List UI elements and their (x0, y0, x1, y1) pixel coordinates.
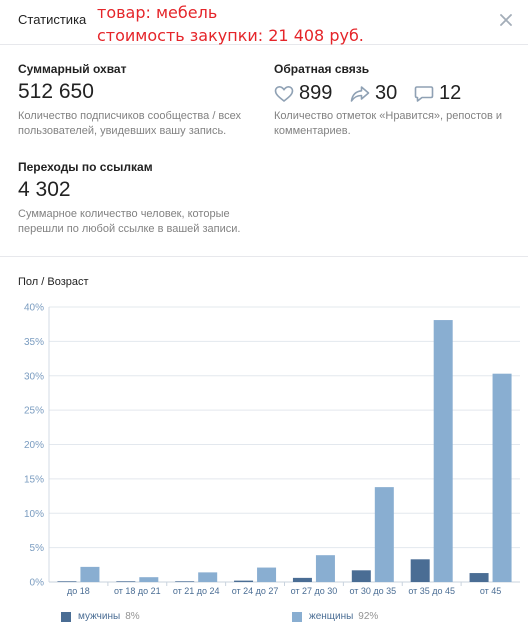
bar-women (374, 487, 394, 582)
x-tick-label: от 24 до 27 (232, 586, 279, 596)
x-tick-label: от 35 до 45 (408, 586, 455, 596)
bar-men (469, 573, 489, 582)
annotation-product: товар: мебель (97, 3, 218, 22)
y-tick-label: 40% (24, 303, 44, 314)
feedback-desc-line: Количество отметок «Нравится», репостов … (274, 110, 503, 122)
gender-age-chart: 0% 5% 10% 15% 20% 25% 30% 35% 40% до 18 от 18 до 2… (24, 303, 520, 596)
bar-men (351, 570, 371, 582)
bar-men (234, 580, 254, 582)
legend-percent: 92% (358, 611, 379, 622)
x-tick-label: до 18 (67, 586, 90, 596)
reach-desc-line: пользователей, увидевших вашу запись. (18, 125, 227, 137)
clicks-title: Переходы по ссылкам (18, 160, 153, 174)
x-tick-label: от 18 до 21 (114, 586, 161, 596)
legend-item-men[interactable]: мужчины 8% (61, 611, 140, 622)
clicks-description: Суммарное количество человек, которые пе… (18, 207, 240, 237)
reach-value: 512 650 (18, 80, 94, 103)
x-tick-label: от 30 до 35 (349, 586, 396, 596)
legend-percent: 8% (125, 611, 140, 622)
reach-desc-line: Количество подписчиков сообщества / всех (18, 110, 242, 122)
bar-women (257, 567, 277, 582)
bar-men (57, 581, 77, 582)
reposts-counter[interactable]: 30 (350, 82, 397, 105)
bar-men (292, 577, 312, 582)
feedback-description: Количество отметок «Нравится», репостов … (274, 109, 502, 139)
heart-icon (274, 85, 294, 102)
reposts-count: 30 (375, 82, 398, 104)
annotation-cost: стоимость закупки: 21 408 руб. (97, 26, 364, 45)
bar-men (410, 559, 430, 582)
modal-title: Статистика (18, 12, 87, 27)
chart-title: Пол / Возраст (18, 276, 89, 288)
y-tick-label: 0% (30, 578, 45, 589)
clicks-value: 4 302 (18, 178, 71, 201)
reach-description: Количество подписчиков сообщества / всех… (18, 109, 241, 139)
y-tick-label: 10% (24, 509, 44, 520)
x-tick-label: от 27 до 30 (291, 586, 338, 596)
y-tick-label: 15% (24, 474, 44, 485)
likes-counter[interactable]: 899 (274, 82, 332, 105)
bar-women (139, 577, 159, 582)
bar-women (198, 572, 218, 582)
feedback-desc-line: комментариев. (274, 125, 351, 137)
section-divider (0, 256, 528, 257)
feedback-title: Обратная связь (274, 62, 370, 76)
modal-header: Статистика товар: мебель стоимость закуп… (0, 0, 528, 45)
y-tick-label: 20% (24, 440, 44, 451)
x-tick-label: от 45 (480, 586, 501, 596)
share-arrow-icon (350, 85, 370, 102)
y-tick-label: 35% (24, 337, 44, 348)
comments-counter[interactable]: 12 (414, 82, 461, 105)
legend-item-women[interactable]: женщины 92% (292, 611, 378, 622)
bar-women (433, 320, 453, 582)
legend-swatch-men (61, 611, 71, 622)
bar-men (175, 581, 195, 582)
clicks-desc-line: Суммарное количество человек, которые (18, 208, 230, 220)
close-button[interactable] (494, 8, 518, 32)
y-tick-label: 5% (30, 543, 45, 554)
clicks-desc-line: перешли по любой ссылке в вашей записи. (18, 223, 241, 235)
bar-men (116, 581, 136, 582)
bar-women (80, 566, 100, 582)
legend-swatch-women (292, 611, 302, 622)
legend-label: мужчины (78, 611, 121, 622)
y-tick-label: 25% (24, 406, 44, 417)
legend-label: женщины (309, 611, 354, 622)
reach-title: Суммарный охват (18, 62, 127, 76)
bar-women (492, 373, 512, 582)
comments-count: 12 (439, 82, 462, 104)
comment-icon (414, 85, 434, 102)
bar-women (315, 555, 335, 582)
x-tick-label: от 21 до 24 (173, 586, 220, 596)
close-icon (500, 14, 512, 26)
likes-count: 899 (299, 82, 333, 104)
y-tick-label: 30% (24, 371, 44, 382)
